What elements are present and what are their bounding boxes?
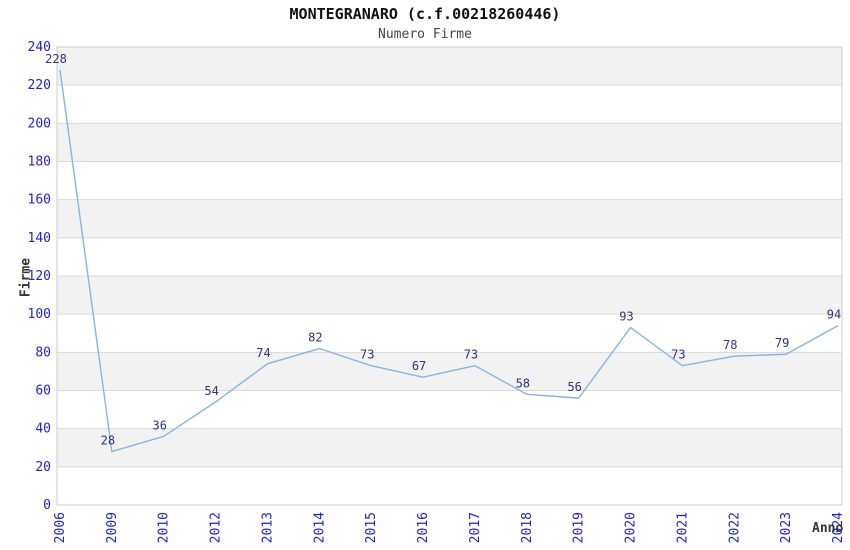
data-label: 93: [619, 310, 633, 324]
y-tick-label: 240: [28, 40, 51, 55]
y-tick-label: 80: [35, 345, 51, 360]
x-tick-label: 2006: [53, 512, 68, 543]
x-tick-label: 2019: [572, 512, 587, 543]
x-tick-label: 2017: [468, 512, 483, 543]
data-label: 54: [204, 384, 218, 398]
y-tick-label: 20: [35, 460, 51, 475]
chart-title: MONTEGRANARO (c.f.00218260446): [289, 5, 561, 23]
x-tick-label: 2024: [831, 512, 846, 543]
x-tick-label: 2022: [727, 512, 742, 543]
data-label: 94: [827, 308, 841, 322]
y-tick-label: 180: [28, 155, 51, 170]
data-label: 73: [464, 348, 478, 362]
y-tick-label: 0: [43, 498, 51, 513]
data-label: 56: [567, 380, 581, 394]
data-label: 73: [360, 348, 374, 362]
data-label: 28: [101, 434, 115, 448]
x-tick-label: 2016: [416, 512, 431, 543]
data-label: 78: [723, 338, 737, 352]
y-tick-label: 160: [28, 193, 51, 208]
data-label: 74: [256, 346, 270, 360]
y-tick-label: 200: [28, 116, 51, 131]
x-tick-label: 2014: [312, 512, 327, 543]
chart-subtitle: Numero Firme: [378, 27, 472, 42]
y-axis-title: Firme: [18, 257, 34, 298]
y-tick-label: 220: [28, 78, 51, 93]
data-label: 58: [516, 376, 530, 390]
y-tick-label: 60: [35, 384, 51, 399]
y-tick-label: 40: [35, 422, 51, 437]
x-axis-title: Anno: [812, 521, 844, 536]
x-tick-label: 2013: [260, 512, 275, 543]
data-label: 67: [412, 359, 426, 373]
y-tick-label: 100: [28, 307, 51, 322]
y-tick-label: 120: [28, 269, 51, 284]
x-tick-label: 2009: [105, 512, 120, 543]
x-tick-label: 2010: [157, 512, 172, 543]
x-tick-label: 2020: [624, 512, 639, 543]
x-tick-label: 2012: [209, 512, 224, 543]
data-label: 73: [671, 348, 685, 362]
data-label: 36: [153, 418, 167, 432]
x-tick-label: 2021: [675, 512, 690, 543]
data-label: 228: [45, 52, 67, 66]
x-tick-label: 2023: [779, 512, 794, 543]
y-tick-label: 140: [28, 231, 51, 246]
data-label: 79: [775, 336, 789, 350]
x-tick-label: 2015: [364, 512, 379, 543]
data-label: 82: [308, 331, 322, 345]
x-tick-label: 2018: [520, 512, 535, 543]
